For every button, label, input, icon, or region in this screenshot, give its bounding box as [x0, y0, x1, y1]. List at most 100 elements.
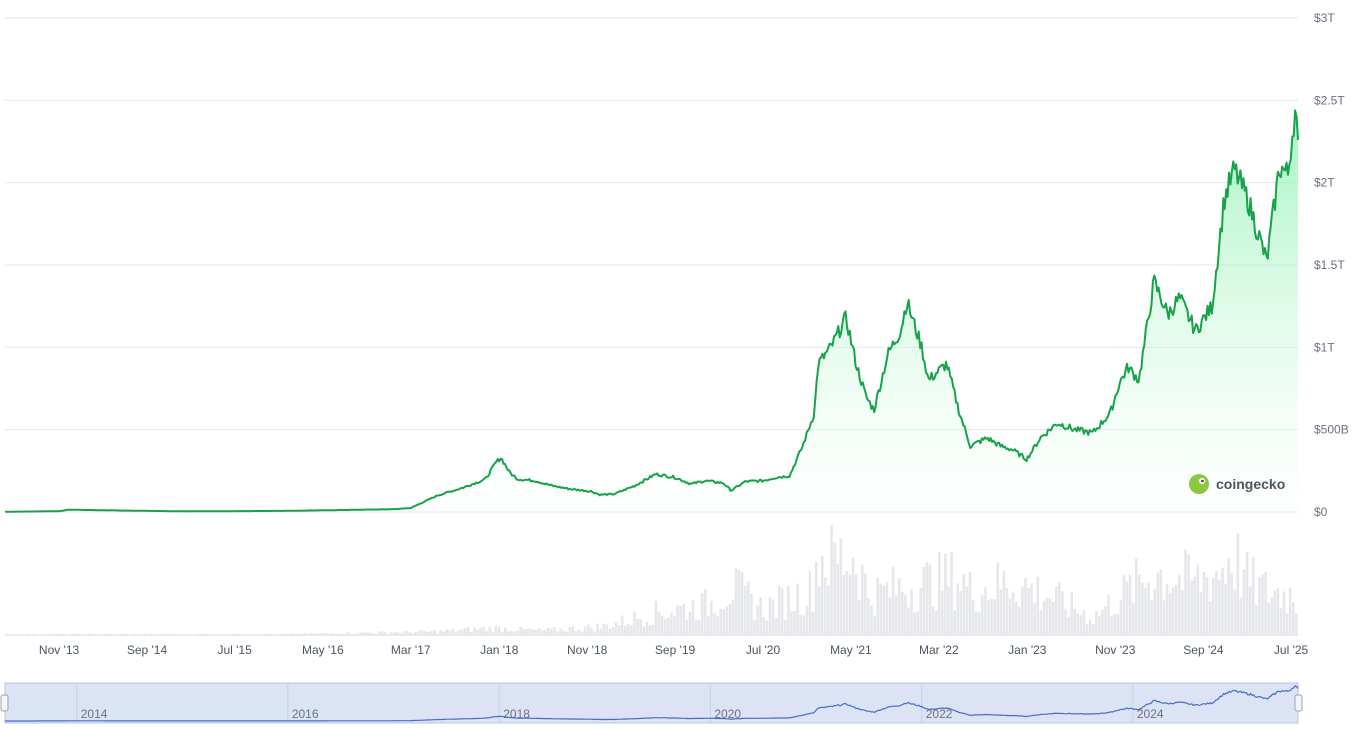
volume-bar [734, 568, 738, 635]
volume-bar [1039, 610, 1043, 635]
volume-bars [5, 525, 1298, 635]
volume-bar [971, 600, 975, 635]
volume-bar [466, 627, 470, 635]
volume-bar [1014, 601, 1018, 635]
volume-bar [94, 634, 98, 635]
volume-bar [1236, 533, 1240, 635]
volume-bar [88, 633, 91, 635]
volume-bar [442, 631, 445, 635]
volume-bar [968, 571, 972, 635]
volume-bar [703, 589, 707, 635]
volume-bar [867, 598, 870, 635]
volume-bar [439, 630, 442, 635]
volume-bar [660, 615, 664, 635]
range-navigator[interactable]: 2014 2016 2018 2020 2022 2024 [0, 682, 1303, 724]
y-tick-label: $1T [1314, 340, 1335, 354]
volume-bar [1125, 581, 1129, 635]
volume-bar [497, 626, 501, 635]
volume-bar [1119, 599, 1123, 635]
volume-bar [565, 631, 569, 635]
volume-bar [51, 634, 54, 635]
volume-bar [688, 612, 692, 635]
volume-bar [1165, 584, 1169, 635]
volume-bar [146, 634, 150, 635]
volume-bar [17, 634, 21, 635]
volume-bar [63, 633, 67, 635]
volume-bar [728, 604, 732, 635]
volume-bar [35, 634, 39, 635]
volume-bar [476, 630, 479, 635]
volume-bar [297, 633, 301, 635]
volume-bar [1245, 551, 1249, 635]
volume-bar [340, 633, 344, 635]
navigator-right-handle[interactable] [1294, 694, 1303, 712]
volume-bar [753, 619, 756, 635]
volume-bar [1295, 613, 1298, 635]
volume-bar [1184, 549, 1187, 635]
volume-bar [229, 634, 233, 635]
volume-bar [756, 605, 759, 635]
volume-bar [171, 633, 174, 635]
volume-bar [707, 616, 710, 635]
volume-bar [503, 627, 507, 635]
volume-bar [386, 633, 390, 635]
volume-bar [888, 597, 892, 635]
navigator-window[interactable] [4, 682, 1299, 724]
volume-bar [667, 617, 670, 635]
volume-bar [583, 626, 587, 635]
volume-bar [106, 633, 110, 635]
volume-bar [29, 634, 33, 635]
volume-bar [876, 577, 879, 635]
volume-bar [1033, 603, 1036, 635]
volume-bar [1270, 597, 1274, 635]
volume-bar [1042, 600, 1046, 635]
volume-bar [1273, 590, 1277, 635]
volume-bar [183, 634, 187, 635]
volume-bar [700, 592, 704, 635]
volume-bar [510, 630, 513, 635]
volume-bar [263, 633, 267, 635]
volume-bar [586, 624, 590, 635]
volume-bar [937, 551, 941, 635]
volume-bar [1024, 578, 1027, 635]
volume-bar [1144, 587, 1147, 635]
volume-bar [319, 633, 322, 635]
volume-bar [627, 623, 630, 635]
volume-bar [168, 634, 171, 635]
volume-bar [845, 571, 849, 635]
volume-bar [851, 557, 855, 635]
volume-bar [762, 617, 766, 635]
volume-bar [953, 610, 956, 635]
volume-bar [380, 631, 384, 635]
volume-bar [291, 633, 295, 635]
volume-bar [617, 625, 621, 635]
volume-bar [325, 632, 328, 635]
volume-bar [1255, 605, 1258, 635]
volume-bar [239, 634, 242, 635]
volume-bar [1045, 597, 1049, 635]
volume-bar [186, 634, 190, 635]
volume-bar [500, 631, 504, 635]
volume-bar [553, 626, 556, 635]
volume-bar [710, 600, 713, 635]
volume-bar [673, 615, 676, 635]
volume-bar [423, 631, 427, 635]
volume-bar [479, 627, 482, 635]
volume-bar [337, 633, 341, 635]
volume-bar [642, 626, 646, 635]
volume-bar [140, 634, 144, 635]
volume-bar [125, 633, 128, 635]
price-line [4, 109, 1299, 513]
volume-bar [180, 633, 184, 635]
volume-bar [91, 633, 94, 635]
volume-bar [115, 634, 119, 635]
volume-bar [830, 525, 833, 635]
grid-lines [5, 17, 1298, 636]
navigator-left-handle[interactable] [0, 694, 9, 712]
volume-bar [454, 631, 458, 635]
volume-bar [377, 631, 381, 635]
volume-bar [196, 633, 199, 635]
volume-bar [827, 585, 830, 635]
volume-bar [1156, 572, 1160, 635]
volume-bar [676, 605, 679, 635]
